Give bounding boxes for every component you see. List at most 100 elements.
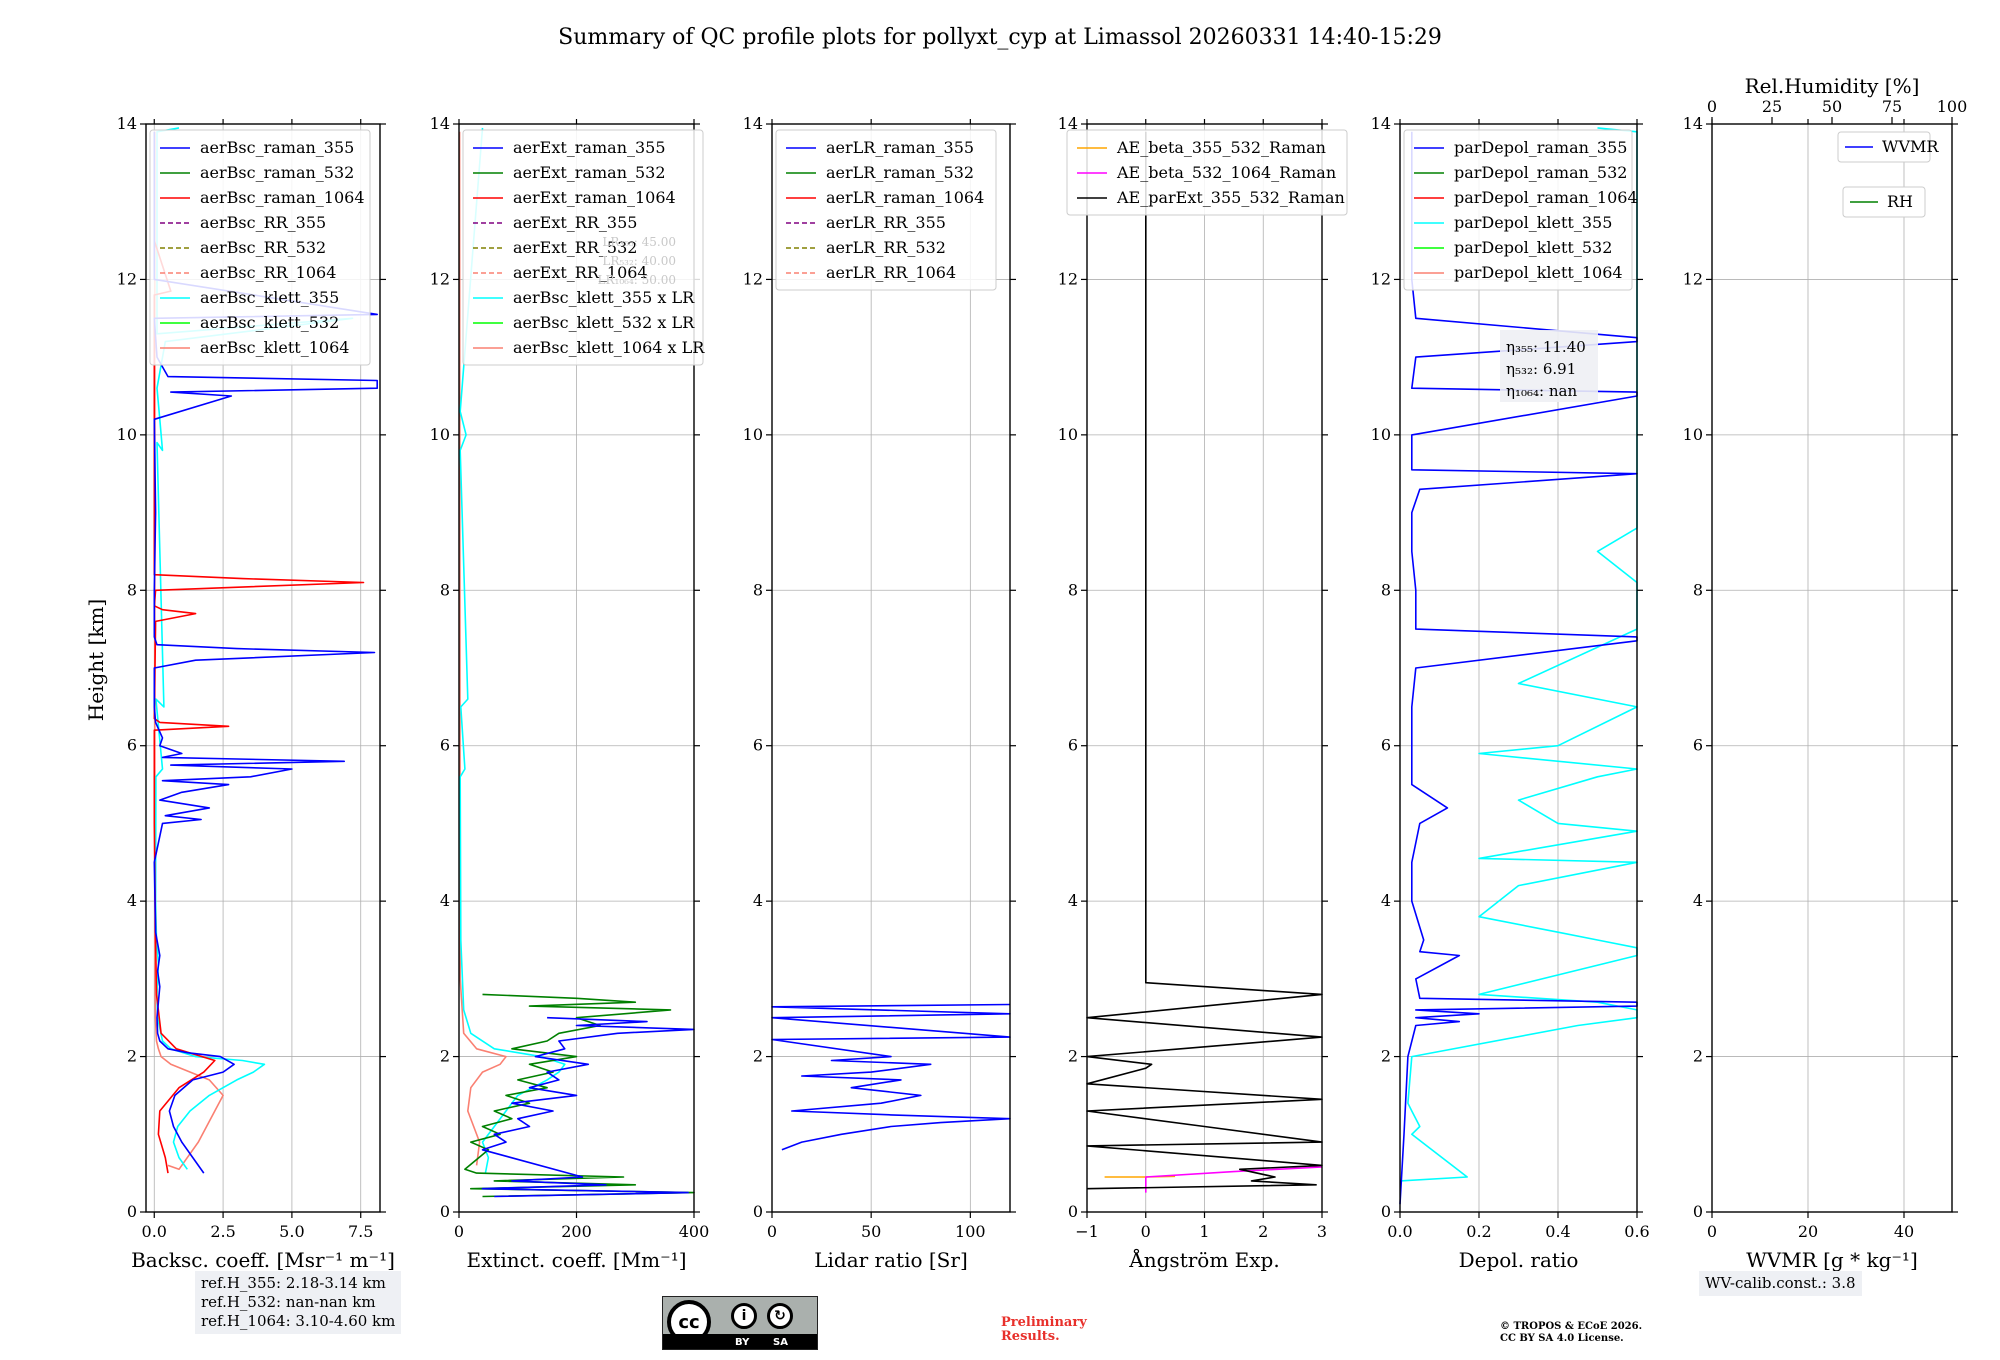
x-tick-label: 2 [1258,1222,1268,1241]
series-line-aerLR_raman_355 [771,1003,1011,1151]
y-tick-label: 12 [1371,269,1391,288]
y-axis-label: Height [km] [84,599,108,721]
eta-label: η₃₅₅: 11.40 [1506,338,1586,356]
y-tick-label: 0 [127,1202,137,1221]
cc-label-bar: BY SA [663,1334,817,1349]
copyright-note: © TROPOS & ECoE 2026. CC BY SA 4.0 Licen… [1500,1321,1642,1345]
x-tick-label: 2.5 [210,1222,235,1241]
plot-frame [1711,123,1953,1213]
legend-label: parDepol_raman_355 [1454,138,1627,157]
legend-label: parDepol_klett_355 [1454,213,1612,232]
legend-label: RH [1887,192,1913,211]
legend-box [149,129,371,366]
y-tick-label: 14 [117,114,137,133]
legend-label: parDepol_raman_1064 [1454,188,1638,207]
legend-label: aerBsc_raman_355 [200,138,354,157]
legend-label: WVMR [1882,137,1939,156]
reference-height-box: ref.H_355: 2.18-3.14 km ref.H_532: nan-n… [195,1271,402,1334]
x-tick-label: 0.4 [1545,1222,1570,1241]
y-tick-label: 6 [1068,736,1078,755]
panel-lr: 0 50 100 0 2 4 6 8 10 12 14 Lidar ratio [Sr] aerLR_r… [743,114,1016,1272]
legend-label: aerExt_raman_1064 [513,188,676,207]
legend-box [462,129,704,366]
x-axis-label: Extinct. coeff. [Mm⁻¹] [466,1248,686,1272]
lidar-ratio-label: LR₅₃₂: 40.00 [602,254,676,268]
y-tick-label: 12 [1683,269,1703,288]
y-tick-label: 14 [1058,114,1078,133]
y-tick-label: 6 [127,736,137,755]
eta-box [1500,330,1598,402]
x-tick-label: 0 [1707,1222,1717,1241]
x-tick-label: 0.0 [1387,1222,1412,1241]
x-axis-label: Backsc. coeff. [Msr⁻¹ m⁻¹] [131,1248,395,1272]
x-tick-label: 0 [454,1222,464,1241]
legend-label: aerBsc_klett_1064 [200,338,349,357]
x-tick-label: 200 [561,1222,592,1241]
legend-label: aerLR_raman_532 [826,163,974,182]
y-tick-label: 4 [1068,891,1078,910]
legend-box [1837,131,1931,163]
y-tick-label: 4 [753,891,763,910]
legend-label: aerBsc_klett_532 [200,313,339,332]
y-tick-label: 10 [1371,425,1391,444]
plot-frame [1399,123,1638,1213]
y-tick-label: 8 [1381,580,1391,599]
top-x-tick-label: 0 [1707,97,1717,116]
panel-ext: 0 200 400 0 2 4 6 8 10 12 14 Extinct. coeff. [Mm⁻¹]… [430,114,710,1272]
wv-calib-text: WV-calib.const.: 3.8 [1705,1274,1856,1292]
copyright-line-2: CC BY SA 4.0 License. [1500,1333,1624,1344]
y-tick-label: 10 [1683,425,1703,444]
top-axis-label: Rel.Humidity [%] [1745,74,1920,98]
legend-label: AE_beta_532_1064_Raman [1116,163,1336,182]
plot-frame [771,123,1011,1213]
y-tick-label: 2 [1381,1047,1391,1066]
refh-1064: ref.H_1064: 3.10-4.60 km [201,1312,396,1330]
x-tick-label: 3 [1317,1222,1327,1241]
x-tick-label: 50 [861,1222,881,1241]
top-x-tick-label: 50 [1822,97,1842,116]
eta-label: η₅₃₂: 6.91 [1506,360,1576,378]
legend-label: aerExt_RR_532 [513,238,637,257]
x-tick-label: 5.0 [279,1222,304,1241]
legend-label: aerBsc_klett_532 x LR [513,313,695,332]
legend-label: aerBsc_raman_1064 [200,188,365,207]
series-line-aerBsc_raman_355 [153,131,379,1174]
y-tick-label: 0 [753,1202,763,1221]
y-tick-label: 8 [1693,580,1703,599]
x-axis-label: Lidar ratio [Sr] [814,1248,968,1272]
x-tick-label: 1 [1199,1222,1209,1241]
legend-label: aerLR_RR_1064 [826,263,956,282]
eta-label: η₁₀₆₄: nan [1506,382,1577,400]
x-tick-label: 40 [1894,1222,1914,1241]
by-attribution-icon: i [731,1303,757,1329]
y-tick-label: 8 [440,580,450,599]
x-tick-label: 7.5 [348,1222,373,1241]
top-x-tick-label: 25 [1762,97,1782,116]
y-tick-label: 0 [440,1202,450,1221]
y-tick-label: 2 [1068,1047,1078,1066]
legend-label: aerLR_RR_355 [826,213,946,232]
y-tick-label: 4 [127,891,137,910]
figure-title: Summary of QC profile plots for pollyxt_… [558,25,1442,50]
share-alike-icon: ↻ [767,1303,793,1329]
legend-label: parDepol_klett_532 [1454,238,1612,257]
y-tick-label: 2 [753,1047,763,1066]
series-line-aerBsc_klett_1064 x LR [458,131,507,1166]
y-tick-label: 14 [1683,114,1703,133]
legend-label: AE_parExt_355_532_Raman [1116,188,1345,207]
x-axis-label: Depol. ratio [1459,1248,1579,1272]
lidar-ratio-label: LR₃₅₅: 45.00 [602,235,676,249]
top-x-tick-label: 75 [1882,97,1902,116]
y-tick-label: 6 [1381,736,1391,755]
series-line-AE_parExt_355_532_Raman [1086,131,1323,1190]
x-tick-label: 0 [767,1222,777,1241]
legend-label: aerBsc_RR_532 [200,238,326,257]
y-tick-label: 12 [117,269,137,288]
x-tick-label: 0.2 [1466,1222,1491,1241]
y-tick-label: 10 [1058,425,1078,444]
x-tick-label: 0.6 [1624,1222,1649,1241]
x-tick-label: 0.0 [142,1222,167,1241]
y-tick-label: 2 [127,1047,137,1066]
x-axis-label: Ångström Exp. [1128,1247,1279,1272]
